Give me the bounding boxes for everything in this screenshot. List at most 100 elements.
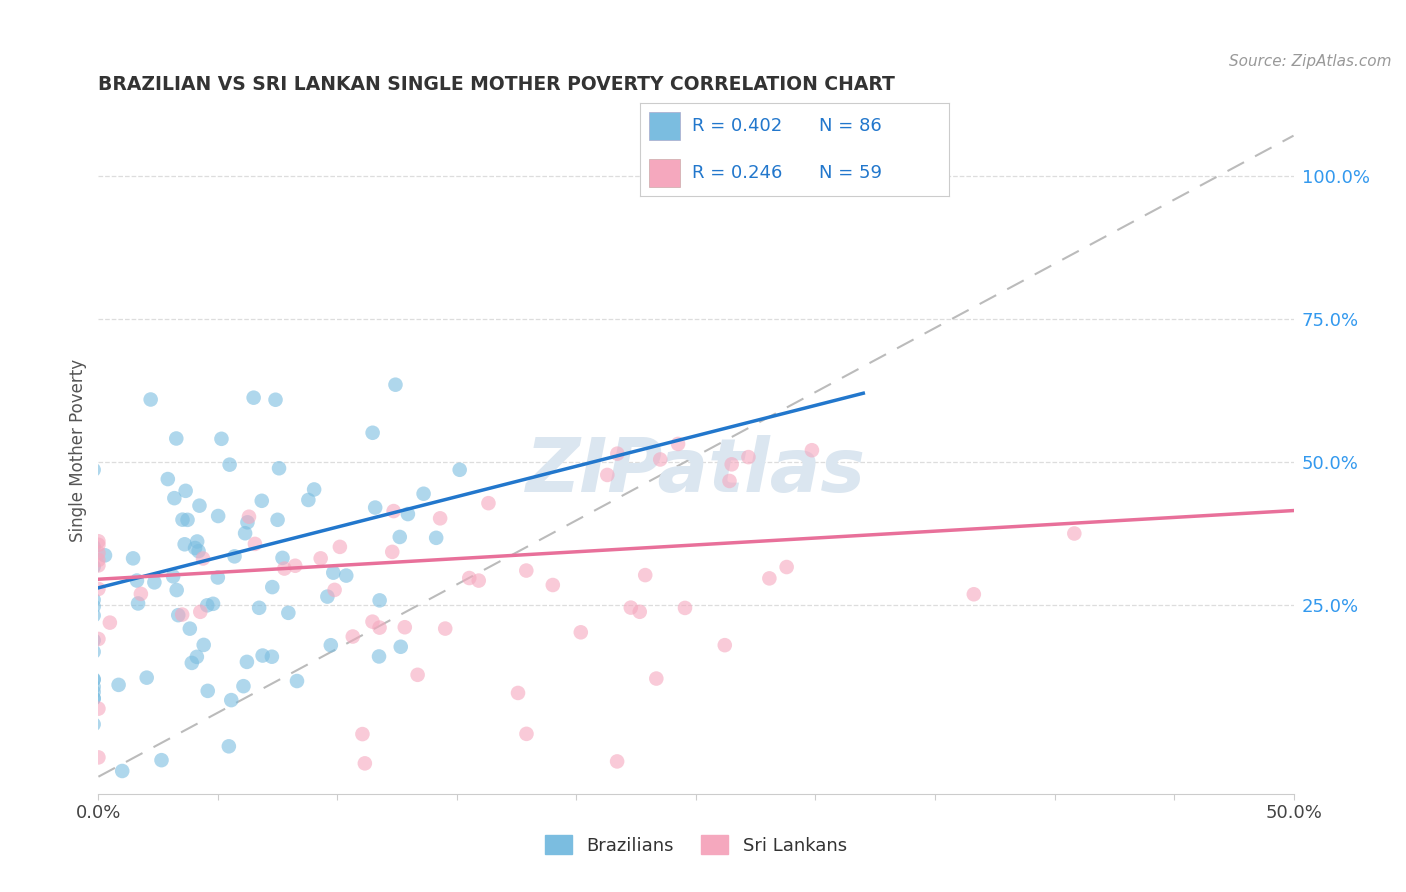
Point [129, 587, 152, 601]
Point [713, 638, 735, 652]
Point [302, 483, 325, 497]
Text: R = 0.246: R = 0.246 [692, 164, 783, 182]
Point [165, 432, 187, 446]
Point [389, 640, 412, 654]
Point [434, 622, 457, 636]
Point [87, 632, 110, 646]
Point [197, 684, 219, 698]
Point [87, 558, 110, 573]
Point [87, 538, 110, 552]
Point [429, 511, 451, 525]
Point [191, 551, 214, 566]
Point [98, 615, 121, 630]
Point [179, 622, 201, 636]
Point [236, 655, 259, 669]
Point [211, 432, 233, 446]
Point [458, 571, 481, 585]
Point [135, 671, 157, 685]
Point [319, 638, 342, 652]
Point [186, 534, 208, 549]
Point [323, 582, 346, 597]
Point [87, 546, 110, 560]
Point [368, 621, 391, 635]
Point [285, 673, 308, 688]
Text: ZIPatlas: ZIPatlas [526, 434, 866, 508]
Point [87, 582, 110, 596]
Point [83, 593, 105, 607]
Point [83, 717, 105, 731]
Point [645, 672, 668, 686]
Point [737, 450, 759, 464]
Point [111, 764, 134, 778]
Point [541, 578, 564, 592]
Point [207, 570, 229, 584]
FancyBboxPatch shape [650, 159, 681, 187]
Point [94, 549, 117, 563]
Point [87, 534, 110, 549]
Point [506, 686, 529, 700]
Point [267, 461, 290, 475]
Point [322, 566, 344, 580]
Point [162, 569, 184, 583]
Point [233, 526, 256, 541]
Point [83, 680, 105, 694]
Legend: Brazilians, Sri Lankans: Brazilians, Sri Lankans [536, 826, 856, 863]
Point [775, 560, 797, 574]
Point [569, 625, 592, 640]
Point [127, 597, 149, 611]
Point [172, 513, 194, 527]
Point [139, 392, 162, 407]
Point [187, 544, 209, 558]
Point [406, 668, 429, 682]
FancyBboxPatch shape [650, 112, 681, 140]
Point [83, 540, 105, 554]
Point [309, 551, 332, 566]
Point [193, 638, 215, 652]
Point [477, 496, 499, 510]
Point [122, 551, 145, 566]
Text: Source: ZipAtlas.com: Source: ZipAtlas.com [1229, 54, 1392, 69]
Point [174, 483, 197, 498]
Point [361, 425, 384, 440]
Point [172, 607, 194, 622]
Point [176, 513, 198, 527]
Point [364, 500, 387, 515]
Point [394, 620, 416, 634]
Point [468, 574, 491, 588]
Point [368, 649, 391, 664]
Point [425, 531, 447, 545]
Point [163, 491, 186, 505]
Point [673, 601, 696, 615]
Point [202, 597, 225, 611]
Text: R = 0.402: R = 0.402 [692, 118, 783, 136]
Point [188, 499, 211, 513]
Point [620, 600, 643, 615]
Point [173, 537, 195, 551]
Point [634, 568, 657, 582]
Point [83, 673, 105, 687]
Point [150, 753, 173, 767]
Point [224, 549, 246, 564]
Point [963, 587, 986, 601]
Point [180, 656, 202, 670]
Point [382, 504, 405, 518]
Text: BRAZILIAN VS SRI LANKAN SINGLE MOTHER POVERTY CORRELATION CHART: BRAZILIAN VS SRI LANKAN SINGLE MOTHER PO… [98, 75, 896, 95]
Y-axis label: Single Mother Poverty: Single Mother Poverty [69, 359, 87, 542]
Point [252, 648, 274, 663]
Point [666, 437, 689, 451]
Point [260, 649, 283, 664]
Point [271, 550, 294, 565]
Point [316, 590, 339, 604]
Point [264, 392, 287, 407]
Point [83, 599, 105, 614]
Point [238, 509, 260, 524]
Point [87, 750, 110, 764]
Point [156, 472, 179, 486]
Point [236, 516, 259, 530]
Text: N = 86: N = 86 [820, 118, 882, 136]
Point [515, 564, 537, 578]
Point [242, 391, 264, 405]
Point [243, 537, 266, 551]
Point [1063, 526, 1085, 541]
Point [606, 755, 628, 769]
